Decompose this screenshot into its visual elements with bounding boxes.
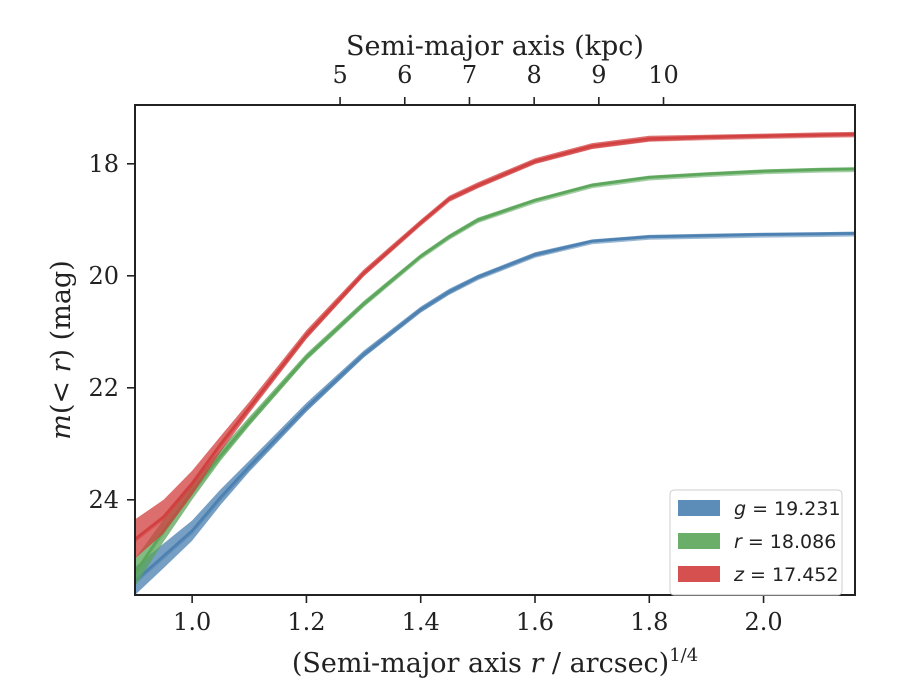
y-tick-label: 22 xyxy=(88,374,119,402)
x-tick-label: 1.4 xyxy=(402,608,440,636)
y-axis: 18 20 22 24 xyxy=(88,150,135,514)
x-axis: 1.0 1.2 1.4 1.6 1.8 2.0 xyxy=(173,595,783,636)
series-line-alt-g xyxy=(135,234,855,584)
x-axis-label: (Semi-major axis r / arcsec)1/4 xyxy=(292,645,698,679)
top-tick-label: 5 xyxy=(332,61,347,89)
series-line-z xyxy=(135,132,855,540)
x-tick-label: 1.6 xyxy=(516,608,554,636)
plot-frame xyxy=(134,104,856,596)
legend-swatch-z xyxy=(678,566,720,582)
series-g xyxy=(135,231,855,595)
series-layer xyxy=(135,131,855,595)
series-r xyxy=(135,167,855,587)
y-axis-label: m(< r) (mag) xyxy=(46,260,77,439)
top-tick-label: 6 xyxy=(397,61,412,89)
top-tick-label: 8 xyxy=(527,61,542,89)
top-tick-label: 9 xyxy=(591,61,606,89)
legend-swatch-g xyxy=(678,500,720,516)
legend-label-r: r = 18.086 xyxy=(734,531,836,553)
legend-label-z: z = 17.452 xyxy=(733,564,838,586)
top-axis: 5 6 7 8 9 10 xyxy=(332,61,679,105)
x-tick-label: 1.8 xyxy=(630,608,668,636)
y-tick-label: 20 xyxy=(88,262,119,290)
legend-label-g: g = 19.231 xyxy=(734,498,841,520)
top-axis-label: Semi-major axis (kpc) xyxy=(346,31,644,62)
series-line-alt-r xyxy=(135,170,855,576)
x-tick-label: 2.0 xyxy=(744,608,782,636)
y-tick-label: 18 xyxy=(88,150,119,178)
legend-swatch-r xyxy=(678,533,720,549)
series-line-alt-z xyxy=(135,135,855,542)
series-line-r xyxy=(135,167,855,574)
y-tick-label: 24 xyxy=(88,486,119,514)
series-line-g xyxy=(135,231,855,582)
x-tick-label: 1.0 xyxy=(173,608,211,636)
series-z xyxy=(135,131,855,559)
x-tick-label: 1.2 xyxy=(287,608,325,636)
top-tick-label: 7 xyxy=(462,61,477,89)
top-tick-label: 10 xyxy=(648,61,679,89)
legend: g = 19.231 r = 18.086 z = 17.452 xyxy=(669,489,843,596)
